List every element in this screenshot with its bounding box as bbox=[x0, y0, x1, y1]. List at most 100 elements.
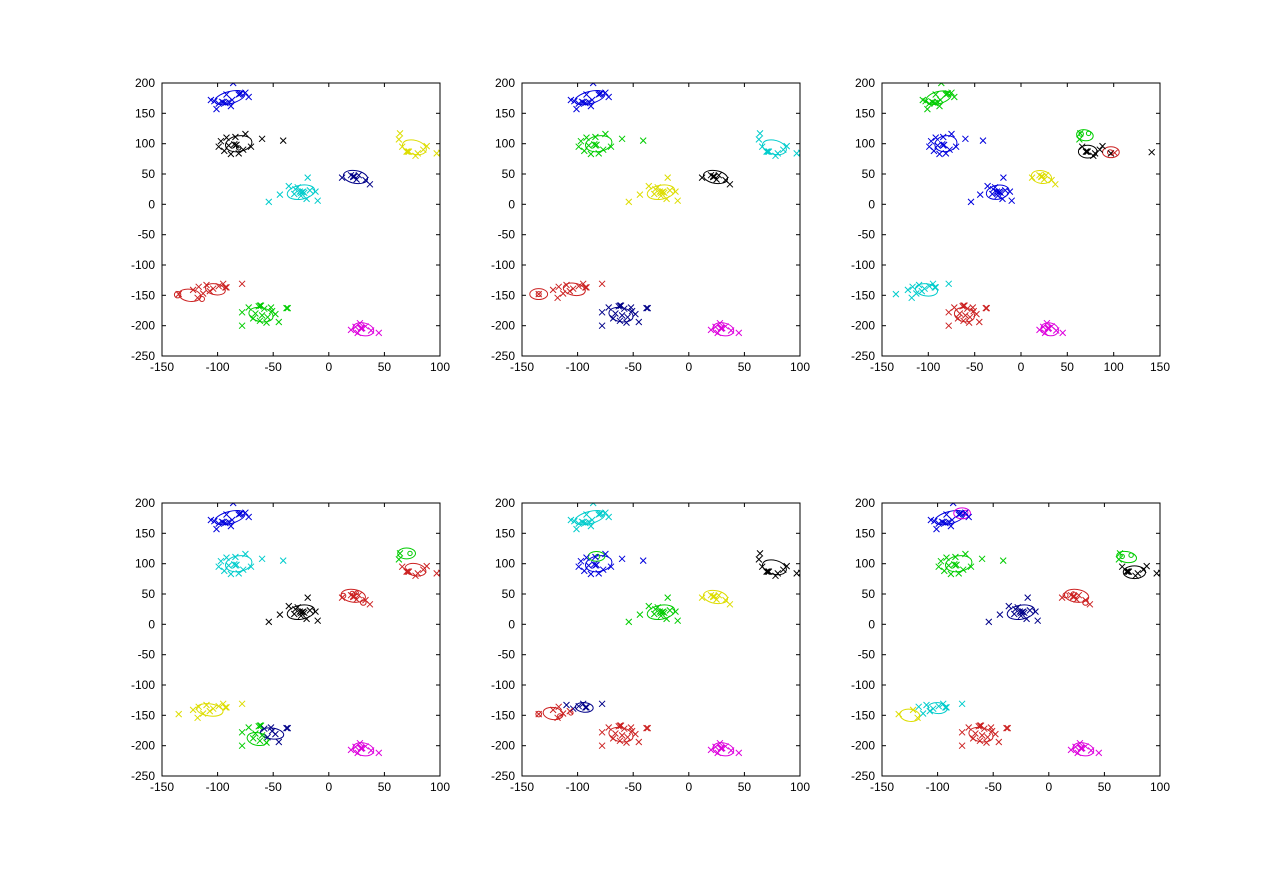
scatter-point bbox=[892, 290, 900, 298]
scatter-point bbox=[1036, 326, 1043, 334]
scatter-point bbox=[260, 725, 268, 733]
scatter-point bbox=[672, 188, 679, 195]
y-tick-label: 150 bbox=[855, 106, 875, 120]
scatter-point bbox=[1148, 148, 1156, 156]
scatter-point bbox=[607, 143, 615, 151]
x-tick-label: 0 bbox=[1045, 780, 1052, 794]
scatter-point bbox=[366, 180, 374, 188]
scatter-point bbox=[563, 281, 570, 289]
subplot-1: -150 -100 -50 0 50 100 200 150 100 50 0 -50 -100 -150… bbox=[131, 76, 450, 374]
scatter-point bbox=[1017, 612, 1025, 620]
scatter-point bbox=[962, 135, 969, 143]
scatter-point bbox=[976, 191, 984, 198]
y-tick-label: 200 bbox=[495, 496, 515, 510]
scatter-point bbox=[926, 707, 934, 715]
scatter-point bbox=[616, 722, 624, 729]
scatter-point bbox=[276, 191, 284, 198]
scatter-point bbox=[312, 188, 319, 195]
scatter-point bbox=[904, 286, 912, 294]
scatter-point bbox=[935, 702, 943, 710]
scatter-point bbox=[245, 724, 253, 731]
y-tick-label: 0 bbox=[508, 617, 515, 631]
cluster-ellipse bbox=[1076, 129, 1094, 142]
scatter-point bbox=[996, 188, 1004, 195]
scatter-point bbox=[583, 134, 590, 141]
x-tick-label: 100 bbox=[430, 360, 450, 374]
cluster-ellipse bbox=[196, 703, 224, 717]
scatter-point bbox=[589, 503, 597, 507]
scatter-point bbox=[347, 746, 355, 754]
scatter-point bbox=[609, 315, 617, 322]
axis-box bbox=[161, 502, 441, 777]
scatter-point bbox=[238, 280, 246, 288]
scatter-point bbox=[366, 600, 374, 608]
scatter-point bbox=[299, 188, 307, 195]
scatter-point bbox=[945, 280, 953, 288]
scatter-point bbox=[217, 137, 225, 145]
scatter-point bbox=[396, 130, 404, 137]
scatter-point bbox=[930, 517, 938, 525]
y-tick-label: -50 bbox=[498, 228, 516, 242]
scatter-point bbox=[934, 142, 941, 149]
scatter-point bbox=[239, 566, 247, 574]
scatter-point bbox=[714, 749, 722, 757]
scatter-point bbox=[605, 93, 613, 101]
scatter-point bbox=[945, 308, 953, 316]
scatter-point bbox=[583, 284, 590, 291]
scatter-point bbox=[247, 143, 255, 151]
scatter-point bbox=[227, 150, 235, 158]
scatter-point bbox=[983, 304, 991, 312]
scatter-point bbox=[909, 283, 916, 291]
scatter-point bbox=[972, 730, 979, 737]
y-tick-label: -150 bbox=[131, 708, 155, 722]
scatter-point bbox=[937, 557, 945, 565]
subplot-2: -150 -100 -50 0 50 100 200 150 100 50 0 -50 -100 -150… bbox=[491, 76, 810, 374]
scatter-point bbox=[598, 728, 606, 736]
scatter-point bbox=[988, 190, 996, 198]
x-tick-label: -150 bbox=[870, 780, 894, 794]
scatter-point bbox=[988, 727, 996, 735]
scatter-point bbox=[1078, 143, 1086, 151]
scatter-point bbox=[922, 97, 929, 105]
x-tick-label: -50 bbox=[265, 360, 283, 374]
x-tick-label: -50 bbox=[625, 780, 643, 794]
scatter-point bbox=[947, 570, 955, 578]
mean-circle bbox=[173, 291, 182, 299]
scatter-point bbox=[1134, 570, 1142, 577]
scatter-point bbox=[1004, 724, 1012, 732]
scatter-point bbox=[283, 304, 290, 312]
y-tick-label: 200 bbox=[135, 76, 155, 90]
scatter-point bbox=[230, 560, 238, 568]
scatter-point bbox=[755, 136, 763, 143]
scatter-point bbox=[616, 302, 624, 309]
scatter-point bbox=[1143, 562, 1151, 570]
x-tick-label: -100 bbox=[566, 360, 590, 374]
scatter-point bbox=[931, 284, 939, 291]
cluster-ellipse bbox=[712, 742, 735, 757]
scatter-point bbox=[265, 198, 273, 206]
x-tick-label: 100 bbox=[430, 780, 450, 794]
scatter-point bbox=[957, 509, 965, 517]
x-tick-label: 100 bbox=[1150, 780, 1170, 794]
scatter-point bbox=[726, 600, 734, 608]
scatter-point bbox=[206, 287, 214, 295]
scatter-point bbox=[238, 308, 246, 316]
scatter-point bbox=[698, 174, 706, 181]
y-tick-label: 100 bbox=[135, 137, 155, 151]
scatter-point bbox=[936, 150, 943, 158]
scatter-point bbox=[999, 557, 1007, 564]
x-tick-label: -150 bbox=[510, 360, 534, 374]
scatter-point bbox=[1026, 607, 1034, 614]
scatter-point bbox=[597, 89, 605, 97]
scatter-point bbox=[663, 615, 670, 623]
scatter-point bbox=[943, 704, 950, 711]
scatter-point bbox=[717, 745, 725, 753]
scatter-point bbox=[195, 283, 203, 291]
scatter-point bbox=[1096, 146, 1104, 154]
y-tick-label: 0 bbox=[148, 197, 155, 211]
scatter-point bbox=[935, 563, 943, 571]
scatter-point bbox=[215, 100, 223, 107]
y-tick-label: -50 bbox=[858, 648, 876, 662]
y-tick-label: -150 bbox=[851, 288, 875, 302]
scatter-point bbox=[963, 305, 971, 313]
